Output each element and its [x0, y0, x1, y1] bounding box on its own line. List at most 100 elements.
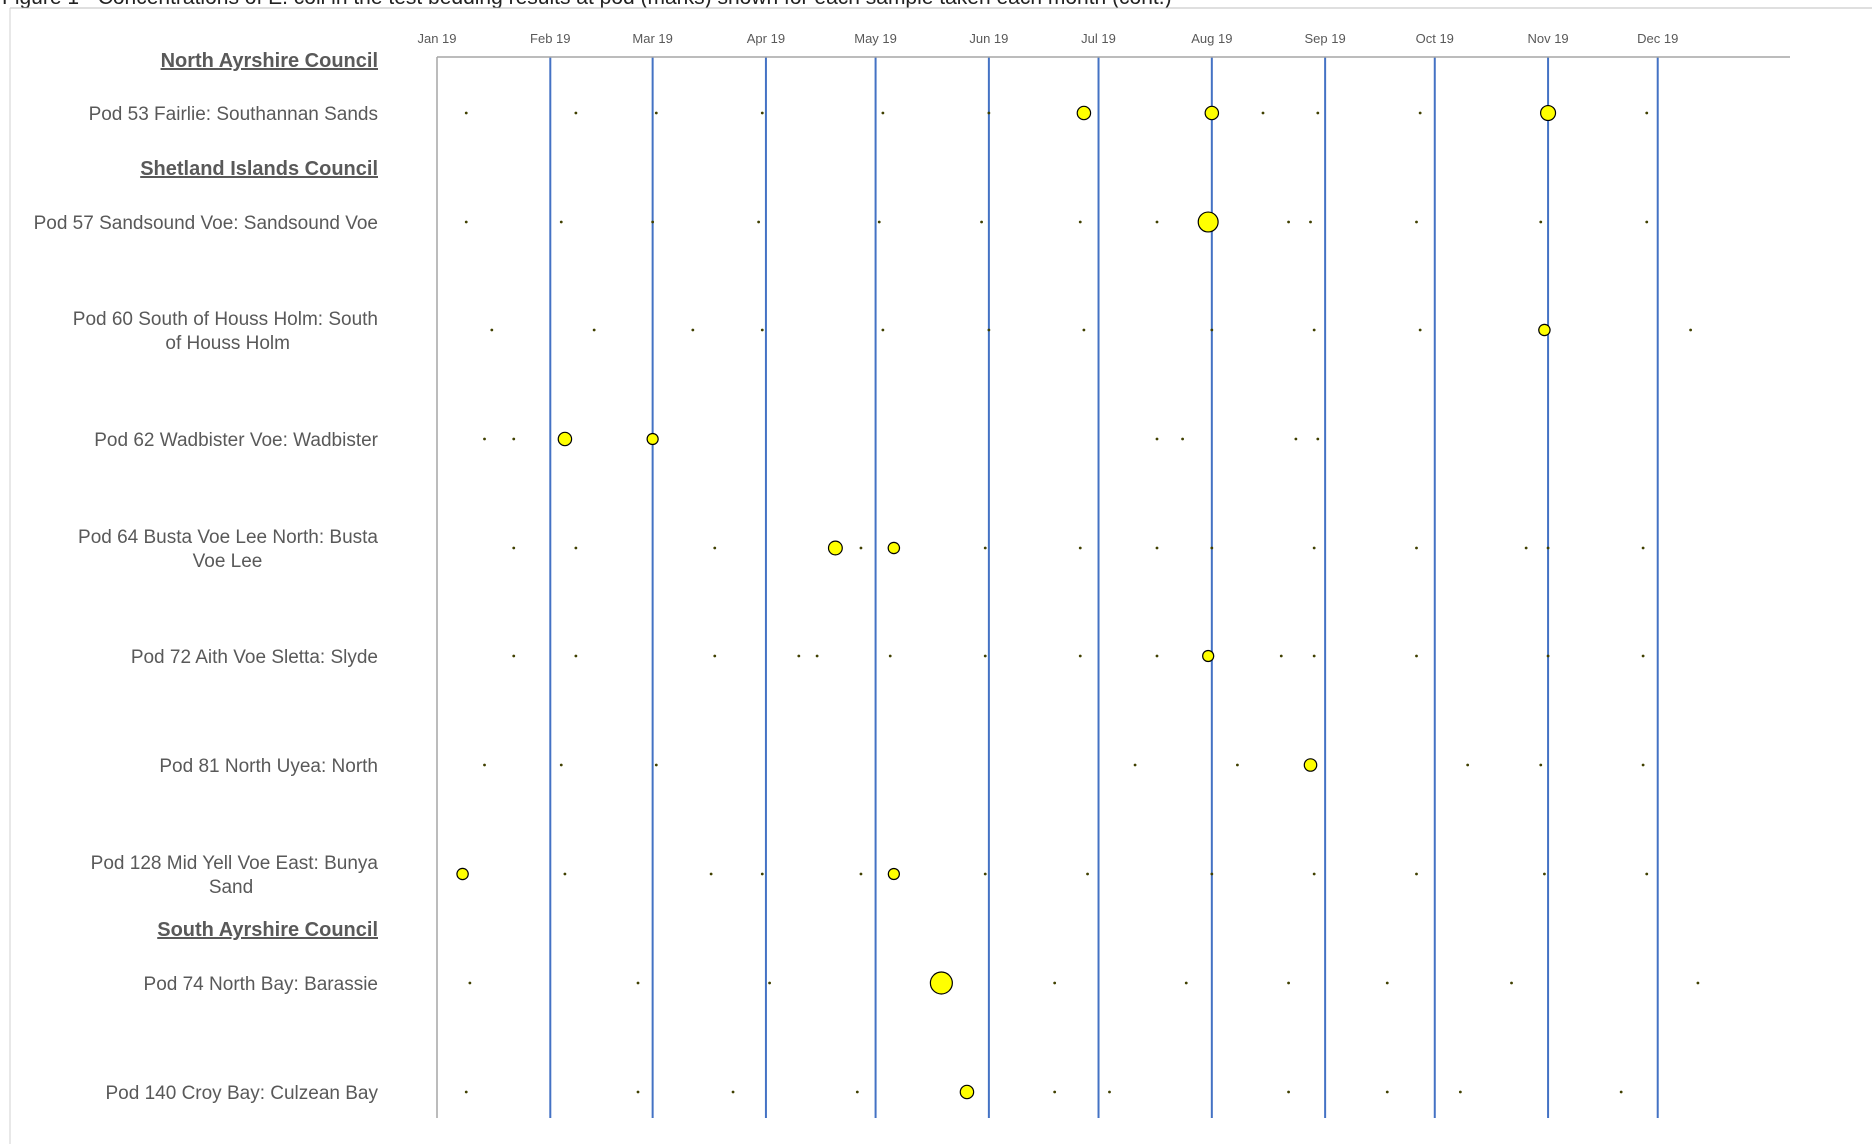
data-point — [1538, 323, 1551, 337]
data-point — [1415, 872, 1418, 876]
data-point — [1309, 220, 1312, 224]
data-point — [574, 654, 578, 658]
x-tick-label: May 19 — [854, 31, 897, 46]
data-point — [1418, 328, 1422, 332]
row-label: Pod 72 Aith Voe Sletta: Slyde — [131, 647, 378, 668]
x-tick-label: Aug 19 — [1191, 31, 1232, 46]
data-point — [1543, 872, 1546, 876]
row-label: Pod 64 Busta Voe Lee North: Busta Voe Lee — [78, 527, 378, 572]
data-point — [1415, 220, 1418, 224]
data-point — [1210, 872, 1214, 876]
data-point — [1133, 763, 1137, 767]
data-point — [1540, 104, 1557, 122]
data-point — [1184, 981, 1188, 985]
data-point — [557, 431, 573, 447]
x-tick-label: Oct 19 — [1416, 31, 1454, 46]
data-point — [987, 111, 991, 115]
data-point — [1312, 546, 1316, 550]
data-point — [1641, 654, 1645, 658]
data-point — [1539, 763, 1543, 767]
data-point — [1458, 1090, 1462, 1094]
data-point — [1155, 437, 1159, 441]
data-point — [651, 220, 655, 224]
data-point — [464, 1090, 468, 1094]
data-point — [1418, 111, 1422, 115]
data-point — [929, 971, 953, 995]
row-label: Pod 60 South of Houss Holm: South of Hous… — [73, 309, 378, 354]
data-point — [1641, 546, 1645, 550]
data-point — [1641, 763, 1645, 767]
group-label: South Ayrshire Council — [157, 919, 378, 941]
data-point — [636, 1090, 640, 1094]
data-point — [1078, 654, 1082, 658]
data-point — [1689, 328, 1693, 332]
data-point — [691, 328, 695, 332]
data-point — [646, 432, 659, 446]
data-point — [1316, 437, 1320, 441]
data-point — [1645, 220, 1649, 224]
data-point — [1108, 1090, 1111, 1094]
data-point — [592, 328, 596, 332]
data-point — [1696, 981, 1700, 985]
data-point — [654, 111, 658, 115]
data-point — [1385, 981, 1389, 985]
data-point — [1210, 328, 1214, 332]
data-point — [877, 220, 881, 224]
axis-layer: Jan 19 Feb 19 Mar 19 Apr 19 May 19 Jun 19 Jul … — [417, 31, 1790, 58]
data-point — [1261, 111, 1265, 115]
data-point — [859, 546, 863, 550]
data-point — [1539, 220, 1543, 224]
data-point — [1078, 546, 1082, 550]
data-point — [1316, 111, 1320, 115]
data-point — [1197, 211, 1219, 233]
data-point — [983, 872, 987, 876]
row-label: Pod 140 Croy Bay: Culzean Bay — [106, 1083, 379, 1104]
data-point — [1524, 546, 1528, 550]
data-point — [1312, 328, 1316, 332]
data-point — [1312, 872, 1316, 876]
data-point — [713, 654, 717, 658]
row-label: Pod 128 Mid Yell Voe East: Bunya Sand — [91, 853, 379, 898]
data-point — [887, 867, 900, 881]
x-tick-label: Sep 19 — [1305, 31, 1346, 46]
group-label: North Ayrshire Council — [161, 50, 378, 72]
group-label: Shetland Islands Council — [140, 158, 378, 180]
data-point — [757, 220, 761, 224]
data-point — [559, 220, 563, 224]
data-point — [563, 872, 567, 876]
data-point — [881, 328, 885, 332]
data-point — [654, 763, 658, 767]
data-point — [512, 654, 516, 658]
data-point — [1053, 1090, 1057, 1094]
data-point — [1287, 220, 1290, 224]
data-point — [980, 220, 983, 224]
data-point — [1236, 763, 1239, 767]
data-point — [760, 328, 764, 332]
data-point — [1287, 981, 1290, 985]
data-point — [1645, 872, 1649, 876]
x-tick-label: Nov 19 — [1527, 31, 1568, 46]
data-point — [859, 872, 863, 876]
data-point — [559, 763, 563, 767]
data-point — [1076, 105, 1092, 121]
data-point — [987, 328, 991, 332]
data-point — [483, 437, 486, 441]
data-point — [490, 328, 494, 332]
data-point — [768, 981, 771, 985]
data-point — [1303, 758, 1318, 772]
data-point — [1202, 649, 1215, 663]
x-tick-label: Feb 19 — [530, 31, 570, 46]
data-point — [574, 111, 578, 115]
data-point — [1466, 763, 1470, 767]
data-point — [636, 981, 640, 985]
data-point — [1619, 1090, 1623, 1094]
row-label: Pod 53 Fairlie: Southannan Sands — [89, 104, 378, 125]
data-point — [1546, 654, 1550, 658]
data-point — [1155, 220, 1159, 224]
data-point — [1287, 1090, 1290, 1094]
data-point — [760, 111, 764, 115]
data-point — [1415, 546, 1418, 550]
x-tick-label: Jan 19 — [417, 31, 456, 46]
data-point — [1279, 654, 1283, 658]
